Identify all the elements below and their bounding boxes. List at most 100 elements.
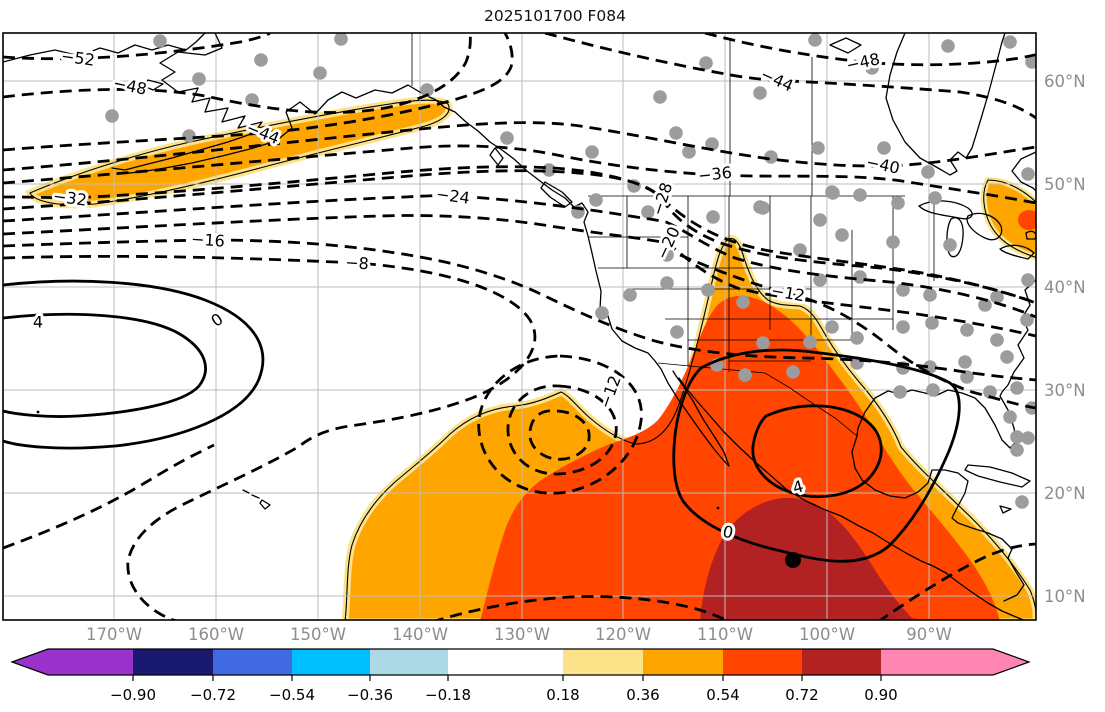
- station-dot: [660, 276, 674, 290]
- contour-line-zero-mexico: [672, 348, 961, 563]
- station-dot: [1025, 55, 1036, 69]
- station-dot: [943, 238, 957, 252]
- station-dot: [706, 210, 720, 224]
- station-dot: [701, 283, 715, 297]
- station-dot: [850, 331, 864, 345]
- contour-line-neg48-west: [3, 33, 472, 114]
- station-dot: [254, 53, 268, 67]
- station-dot: [803, 335, 817, 349]
- station-dot: [958, 355, 972, 369]
- lon-tick-label: 150°W: [290, 625, 346, 644]
- colorbar-tick-label: −0.54: [269, 686, 315, 704]
- station-dot: [925, 316, 939, 330]
- station-dot: [669, 126, 683, 140]
- lat-tick-label: 50°N: [1044, 175, 1086, 194]
- lon-axis-labels: 170°W 160°W 150°W 140°W 130°W 120°W 110°W 100°W…: [86, 625, 952, 644]
- station-dot: [670, 325, 684, 339]
- station-dot: [853, 188, 867, 202]
- colorbar-segment: [370, 649, 448, 675]
- contour-line-pos4-west: [3, 312, 207, 418]
- colorbar-tick-label: −0.36: [347, 686, 393, 704]
- contour-lines-solid: [3, 279, 961, 563]
- station-dot: [660, 248, 674, 262]
- contour-line-pos4-mexico: [751, 404, 883, 499]
- colorbar-segment: [133, 649, 213, 675]
- station-dot: [420, 83, 434, 97]
- station-dot: [853, 270, 867, 284]
- station-dot: [682, 145, 696, 159]
- station-dot: [756, 336, 770, 350]
- contour-lines-dashed: [3, 33, 1036, 620]
- station-dot: [786, 365, 800, 379]
- station-dot: [1003, 410, 1017, 424]
- station-dot: [1021, 273, 1035, 287]
- contour-line-low-inner: [528, 409, 591, 461]
- station-dot: [736, 295, 750, 309]
- fill-south-region-edge: [344, 238, 1036, 620]
- station-dot: [960, 370, 974, 384]
- station-dot: [825, 185, 839, 199]
- station-dot: [182, 129, 196, 143]
- station-dot: [738, 368, 752, 382]
- station-dot: [923, 288, 937, 302]
- cyclone-marker: [785, 552, 801, 568]
- coastline-hudson-bay: [885, 33, 1006, 176]
- contour-line-neg36: [3, 144, 1036, 205]
- station-dot: [793, 243, 807, 257]
- coastline-islands: [143, 37, 1036, 514]
- lon-tick-label: 100°W: [799, 625, 855, 644]
- colorbar-segment: [723, 649, 802, 675]
- station-dot: [699, 56, 713, 70]
- station-dot: [153, 34, 167, 48]
- speck: [716, 506, 720, 510]
- contour-line-neg52: [3, 33, 271, 61]
- contour-line-neg24: [3, 194, 1036, 319]
- station-dot: [886, 235, 900, 249]
- colorbar-tick-label: 0.54: [706, 686, 739, 704]
- station-dot: [105, 109, 119, 123]
- station-dot: [1021, 431, 1035, 445]
- station-dot: [813, 213, 827, 227]
- station-dot: [1003, 35, 1017, 49]
- station-dots: [36, 33, 1036, 510]
- lat-tick-label: 20°N: [1044, 484, 1086, 503]
- contour-label: −36: [697, 163, 733, 185]
- colorbar-segment: [643, 649, 723, 675]
- colorbar-tick-label: 0.36: [626, 686, 659, 704]
- station-dot: [978, 298, 992, 312]
- station-dot: [1010, 381, 1024, 395]
- contour-line-neg28: [3, 169, 1036, 305]
- colorbar-tick-label: 0.90: [864, 686, 897, 704]
- station-dot: [896, 283, 910, 297]
- coastline-alaska-to-mexico: [111, 33, 1026, 620]
- lon-tick-label: 90°W: [906, 625, 952, 644]
- contour-line-neg20: [3, 214, 1036, 338]
- colorbar-outline: [10, 648, 1031, 676]
- station-dot: [941, 39, 955, 53]
- station-dot: [1000, 350, 1014, 364]
- contour-line-neg4-caribbean: [878, 542, 1036, 620]
- station-dot: [585, 145, 599, 159]
- contour-line-neg12-texas: [679, 253, 1036, 410]
- fill-greatlakes-blob-red: [1018, 210, 1036, 230]
- station-dot: [893, 385, 907, 399]
- station-dot: [623, 288, 637, 302]
- station-dot: [334, 33, 348, 46]
- lon-tick-label: 120°W: [595, 625, 651, 644]
- station-dot: [641, 205, 655, 219]
- lon-tick-label: 140°W: [392, 625, 448, 644]
- station-dot: [926, 383, 940, 397]
- colorbar-tick-label: 0.18: [546, 686, 579, 704]
- station-dot: [753, 86, 767, 100]
- fill-south-region-red: [480, 295, 1000, 620]
- colorbar-segment: [563, 649, 643, 675]
- station-dot: [960, 323, 974, 337]
- station-dot: [877, 141, 891, 155]
- station-dot: [1020, 313, 1034, 327]
- colorbar-segment: [292, 649, 370, 675]
- filled-anomaly-regions: [25, 96, 1036, 620]
- station-dot: [589, 193, 603, 207]
- fill-greatlakes-blob-edge: [983, 179, 1036, 258]
- station-dot: [1021, 167, 1035, 181]
